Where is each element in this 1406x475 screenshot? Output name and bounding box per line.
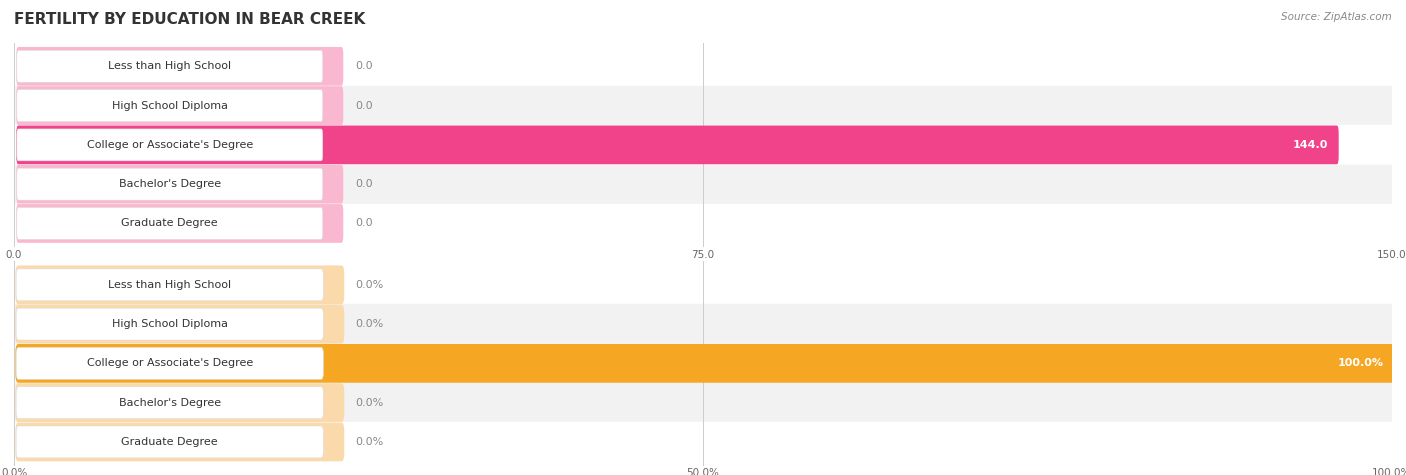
Bar <box>14 383 1392 422</box>
Text: Bachelor's Degree: Bachelor's Degree <box>118 398 221 408</box>
Text: Bachelor's Degree: Bachelor's Degree <box>118 179 221 189</box>
FancyBboxPatch shape <box>17 86 343 125</box>
Text: College or Associate's Degree: College or Associate's Degree <box>87 358 253 369</box>
Text: 0.0: 0.0 <box>356 218 373 228</box>
Text: College or Associate's Degree: College or Associate's Degree <box>87 140 253 150</box>
Bar <box>14 204 1392 243</box>
FancyBboxPatch shape <box>15 426 323 458</box>
Text: 0.0: 0.0 <box>356 179 373 189</box>
FancyBboxPatch shape <box>17 204 343 243</box>
Text: 0.0%: 0.0% <box>356 398 384 408</box>
Bar <box>14 422 1392 462</box>
Text: 100.0%: 100.0% <box>1337 358 1384 369</box>
FancyBboxPatch shape <box>17 165 343 203</box>
Text: Graduate Degree: Graduate Degree <box>121 437 218 447</box>
FancyBboxPatch shape <box>17 125 1339 164</box>
FancyBboxPatch shape <box>17 50 323 82</box>
Bar <box>14 344 1392 383</box>
Bar <box>14 265 1392 304</box>
Text: FERTILITY BY EDUCATION IN BEAR CREEK: FERTILITY BY EDUCATION IN BEAR CREEK <box>14 12 366 27</box>
Text: 0.0: 0.0 <box>356 61 373 71</box>
FancyBboxPatch shape <box>15 266 344 304</box>
FancyBboxPatch shape <box>15 423 344 461</box>
Text: Less than High School: Less than High School <box>108 61 232 71</box>
Bar <box>14 304 1392 344</box>
Text: 0.0%: 0.0% <box>356 280 384 290</box>
FancyBboxPatch shape <box>17 90 323 122</box>
Text: High School Diploma: High School Diploma <box>111 101 228 111</box>
FancyBboxPatch shape <box>15 308 323 340</box>
Text: 144.0: 144.0 <box>1294 140 1329 150</box>
Text: 0.0%: 0.0% <box>356 437 384 447</box>
FancyBboxPatch shape <box>17 168 323 200</box>
FancyBboxPatch shape <box>15 347 323 380</box>
Text: 0.0%: 0.0% <box>356 319 384 329</box>
Bar <box>14 164 1392 204</box>
Bar <box>14 86 1392 125</box>
Bar <box>14 125 1392 164</box>
Text: 0.0: 0.0 <box>356 101 373 111</box>
FancyBboxPatch shape <box>15 383 344 422</box>
Text: High School Diploma: High School Diploma <box>111 319 228 329</box>
Text: Source: ZipAtlas.com: Source: ZipAtlas.com <box>1281 12 1392 22</box>
FancyBboxPatch shape <box>15 387 323 418</box>
Text: Less than High School: Less than High School <box>108 280 232 290</box>
FancyBboxPatch shape <box>17 208 323 239</box>
FancyBboxPatch shape <box>15 269 323 301</box>
FancyBboxPatch shape <box>15 344 1395 383</box>
Text: Graduate Degree: Graduate Degree <box>121 218 218 228</box>
Bar <box>14 47 1392 86</box>
FancyBboxPatch shape <box>17 47 343 86</box>
FancyBboxPatch shape <box>17 129 323 161</box>
FancyBboxPatch shape <box>15 305 344 343</box>
